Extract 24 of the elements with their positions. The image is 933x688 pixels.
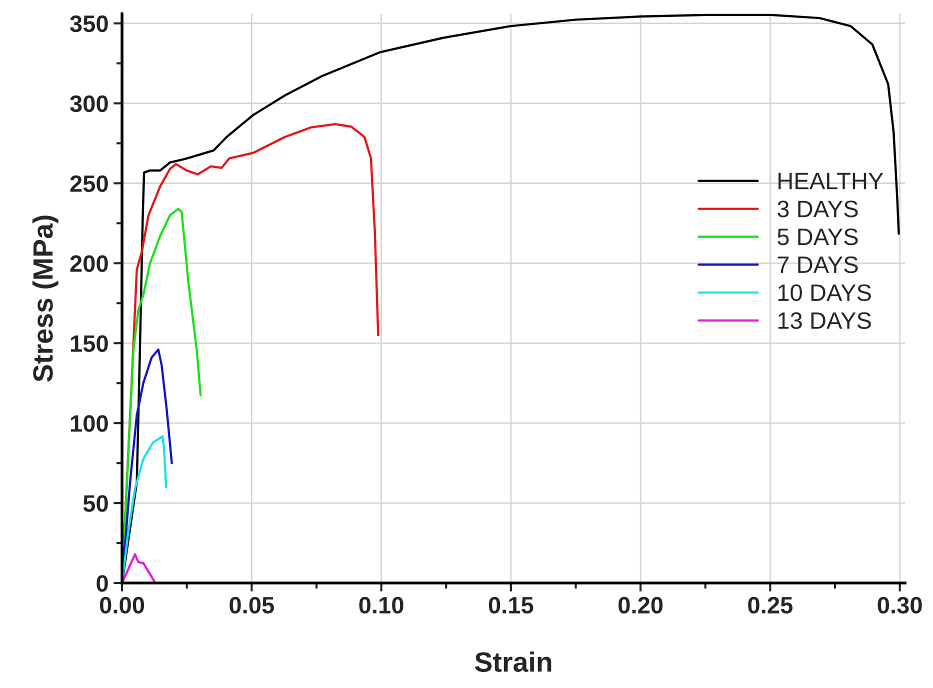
y-tick-label: 350 — [70, 15, 108, 32]
x-tick-label: 0.25 — [748, 596, 793, 614]
x-axis-title: Strain — [474, 652, 552, 672]
x-tick-label: 0.00 — [100, 596, 144, 614]
legend-label: 10 DAYS — [778, 284, 871, 302]
legend-label: 5 DAYS — [778, 228, 858, 246]
y-tick-label: 300 — [70, 95, 108, 112]
x-tick-label: 0.05 — [230, 596, 274, 614]
legend-label: 7 DAYS — [778, 256, 858, 274]
y-tick-label: 0 — [96, 575, 108, 592]
y-tick-label: 250 — [70, 175, 108, 192]
x-tick-label: 0.15 — [488, 596, 534, 614]
legend-label: 3 DAYS — [778, 200, 858, 218]
y-tick-label: 200 — [70, 255, 108, 272]
y-tick-label: 100 — [70, 415, 108, 432]
legend-label: HEALTHY — [778, 172, 884, 190]
x-tick-label: 0.20 — [618, 596, 663, 614]
legend-label: 13 DAYS — [778, 312, 871, 329]
x-tick-label: 0.10 — [359, 596, 404, 614]
y-tick-label: 150 — [70, 335, 108, 352]
x-tick-label: 0.30 — [878, 596, 922, 614]
line-series — [122, 553, 156, 584]
y-tick-label: 50 — [83, 495, 108, 512]
y-axis-title: Stress (MPa) — [32, 216, 58, 382]
